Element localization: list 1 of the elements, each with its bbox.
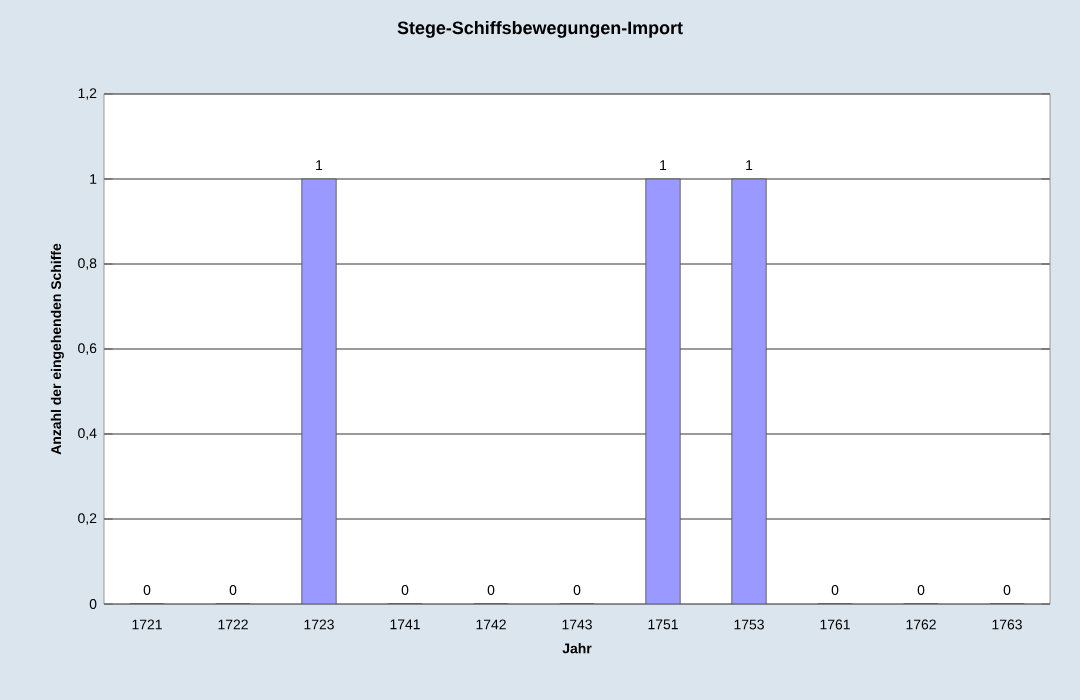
chart-title: Stege-Schiffsbewegungen-Import: [397, 21, 683, 38]
